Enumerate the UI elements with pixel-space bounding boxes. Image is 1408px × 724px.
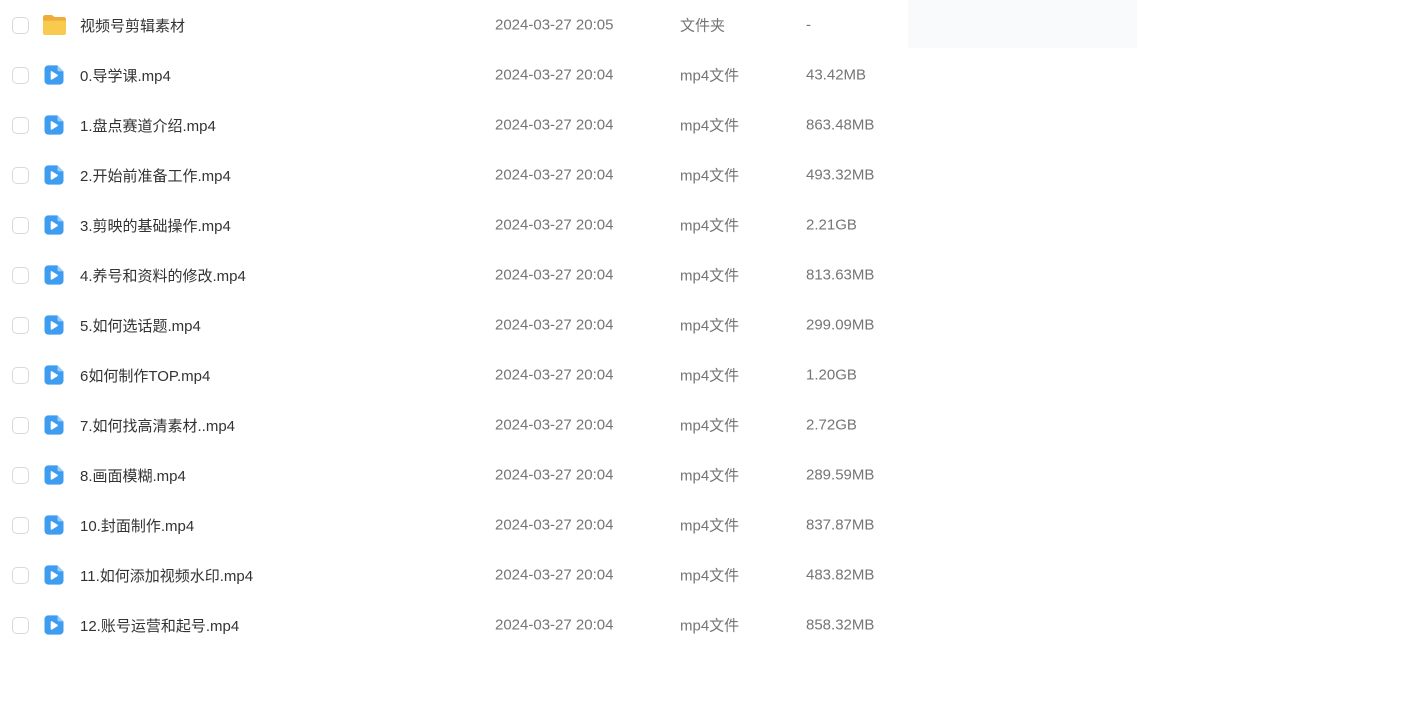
video-file-icon: [44, 215, 64, 235]
video-file-icon: [44, 115, 64, 135]
file-row[interactable]: 10.封面制作.mp4 2024-03-27 20:04 mp4文件 837.8…: [0, 500, 1408, 550]
file-size: 289.59MB: [806, 466, 875, 484]
file-size: 858.32MB: [806, 616, 875, 634]
file-size: 863.48MB: [806, 116, 875, 134]
file-type: mp4文件: [680, 367, 740, 385]
row-checkbox[interactable]: [12, 316, 29, 334]
file-type: mp4文件: [680, 317, 740, 335]
video-file-icon: [44, 615, 64, 635]
hover-highlight: [908, 0, 1137, 48]
video-file-icon: [44, 365, 64, 385]
file-list: 视频号剪辑素材 2024-03-27 20:05 文件夹 - 0.导学课.mp4…: [0, 0, 1408, 650]
file-name[interactable]: 3.剪映的基础操作.mp4: [80, 217, 231, 235]
file-row[interactable]: 8.画面模糊.mp4 2024-03-27 20:04 mp4文件 289.59…: [0, 450, 1408, 500]
file-row[interactable]: 7.如何找高清素材..mp4 2024-03-27 20:04 mp4文件 2.…: [0, 400, 1408, 450]
file-type: mp4文件: [680, 617, 740, 635]
file-date: 2024-03-27 20:04: [495, 216, 614, 234]
file-size: 299.09MB: [806, 316, 875, 334]
file-name[interactable]: 5.如何选话题.mp4: [80, 317, 201, 335]
file-date: 2024-03-27 20:04: [495, 316, 614, 334]
file-row[interactable]: 1.盘点赛道介绍.mp4 2024-03-27 20:04 mp4文件 863.…: [0, 100, 1408, 150]
file-name[interactable]: 2.开始前准备工作.mp4: [80, 167, 231, 185]
file-date: 2024-03-27 20:04: [495, 266, 614, 284]
video-file-icon: [44, 515, 64, 535]
file-name[interactable]: 4.养号和资料的修改.mp4: [80, 267, 246, 285]
file-date: 2024-03-27 20:04: [495, 616, 614, 634]
file-size: 483.82MB: [806, 566, 875, 584]
file-size: 2.72GB: [806, 416, 857, 434]
video-file-icon: [44, 465, 64, 485]
file-name[interactable]: 10.封面制作.mp4: [80, 517, 195, 535]
file-type: mp4文件: [680, 267, 740, 285]
file-type: mp4文件: [680, 567, 740, 585]
file-type: mp4文件: [680, 467, 740, 485]
file-type: mp4文件: [680, 67, 740, 85]
file-size: 2.21GB: [806, 216, 857, 234]
file-name[interactable]: 8.画面模糊.mp4: [80, 467, 186, 485]
file-name[interactable]: 6如何制作TOP.mp4: [80, 367, 211, 385]
file-row[interactable]: 3.剪映的基础操作.mp4 2024-03-27 20:04 mp4文件 2.2…: [0, 200, 1408, 250]
file-date: 2024-03-27 20:04: [495, 466, 614, 484]
file-size: 837.87MB: [806, 516, 875, 534]
file-date: 2024-03-27 20:05: [495, 16, 614, 34]
file-name[interactable]: 0.导学课.mp4: [80, 67, 171, 85]
row-checkbox[interactable]: [12, 616, 29, 634]
file-date: 2024-03-27 20:04: [495, 66, 614, 84]
file-type: mp4文件: [680, 117, 740, 135]
file-date: 2024-03-27 20:04: [495, 416, 614, 434]
file-name[interactable]: 11.如何添加视频水印.mp4: [80, 567, 254, 585]
file-type: mp4文件: [680, 217, 740, 235]
file-type: mp4文件: [680, 167, 740, 185]
file-row[interactable]: 6如何制作TOP.mp4 2024-03-27 20:04 mp4文件 1.20…: [0, 350, 1408, 400]
row-checkbox[interactable]: [12, 116, 29, 134]
file-name[interactable]: 视频号剪辑素材: [80, 17, 186, 35]
file-row[interactable]: 5.如何选话题.mp4 2024-03-27 20:04 mp4文件 299.0…: [0, 300, 1408, 350]
video-file-icon: [44, 565, 64, 585]
row-checkbox[interactable]: [12, 416, 29, 434]
file-row[interactable]: 4.养号和资料的修改.mp4 2024-03-27 20:04 mp4文件 81…: [0, 250, 1408, 300]
row-checkbox[interactable]: [12, 266, 29, 284]
file-name[interactable]: 1.盘点赛道介绍.mp4: [80, 117, 216, 135]
video-file-icon: [44, 165, 64, 185]
file-size: 813.63MB: [806, 266, 875, 284]
file-date: 2024-03-27 20:04: [495, 166, 614, 184]
file-row[interactable]: 2.开始前准备工作.mp4 2024-03-27 20:04 mp4文件 493…: [0, 150, 1408, 200]
file-row[interactable]: 视频号剪辑素材 2024-03-27 20:05 文件夹 -: [0, 0, 1408, 50]
folder-icon: [43, 15, 66, 35]
file-name[interactable]: 7.如何找高清素材..mp4: [80, 417, 236, 435]
video-file-icon: [44, 415, 64, 435]
file-row[interactable]: 0.导学课.mp4 2024-03-27 20:04 mp4文件 43.42MB: [0, 50, 1408, 100]
file-type: mp4文件: [680, 517, 740, 535]
file-row[interactable]: 12.账号运营和起号.mp4 2024-03-27 20:04 mp4文件 85…: [0, 600, 1408, 650]
video-file-icon: [44, 315, 64, 335]
row-checkbox[interactable]: [12, 566, 29, 584]
file-size: 1.20GB: [806, 366, 857, 384]
file-size: 43.42MB: [806, 66, 867, 84]
video-file-icon: [44, 265, 64, 285]
row-checkbox[interactable]: [12, 166, 29, 184]
file-type: 文件夹: [680, 17, 726, 35]
row-checkbox[interactable]: [12, 216, 29, 234]
file-size: -: [806, 16, 811, 34]
file-name[interactable]: 12.账号运营和起号.mp4: [80, 617, 240, 635]
file-type: mp4文件: [680, 417, 740, 435]
file-row[interactable]: 11.如何添加视频水印.mp4 2024-03-27 20:04 mp4文件 4…: [0, 550, 1408, 600]
row-checkbox[interactable]: [12, 466, 29, 484]
row-checkbox[interactable]: [12, 516, 29, 534]
file-date: 2024-03-27 20:04: [495, 516, 614, 534]
file-date: 2024-03-27 20:04: [495, 566, 614, 584]
row-checkbox[interactable]: [12, 366, 29, 384]
video-file-icon: [44, 65, 64, 85]
file-size: 493.32MB: [806, 166, 875, 184]
file-date: 2024-03-27 20:04: [495, 116, 614, 134]
file-date: 2024-03-27 20:04: [495, 366, 614, 384]
row-checkbox[interactable]: [12, 66, 29, 84]
row-checkbox[interactable]: [12, 16, 29, 34]
